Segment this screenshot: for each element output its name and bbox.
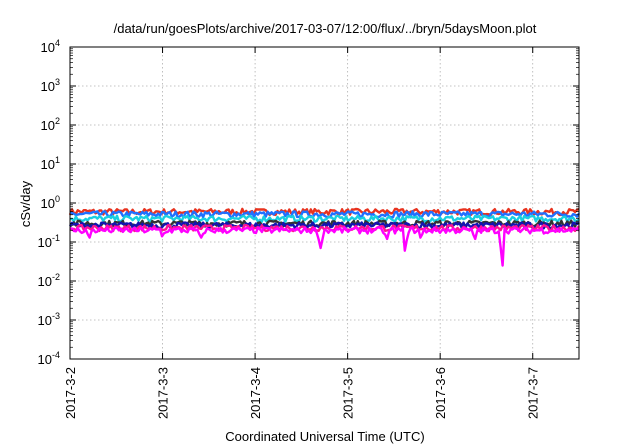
y-tick-base: 10 (38, 313, 52, 328)
x-tick-label: 2017-3-6 (433, 367, 448, 419)
chart-title: /data/run/goesPlots/archive/2017-03-07/1… (114, 21, 537, 36)
y-tick-label: 101 (41, 155, 60, 172)
series-lines (68, 207, 581, 267)
y-tick-exponent: 0 (55, 194, 60, 204)
y-tick-exponent: -2 (52, 272, 60, 282)
y-tick-exponent: 2 (55, 116, 60, 126)
series-line (69, 210, 581, 219)
y-tick-label: 103 (41, 77, 60, 94)
x-tick-label: 2017-3-2 (63, 367, 78, 419)
y-axis-label: cSv/day (18, 180, 33, 227)
y-tick-exponent: -1 (52, 233, 60, 243)
y-tick-base: 10 (41, 196, 55, 211)
y-tick-base: 10 (41, 40, 55, 55)
x-tick-label: 2017-3-7 (526, 367, 541, 419)
y-tick-exponent: -4 (52, 350, 60, 360)
y-tick-exponent: -3 (52, 311, 60, 321)
y-tick-label: 10-3 (38, 311, 60, 328)
y-tick-base: 10 (38, 274, 52, 289)
x-axis: 2017-3-2 2017-3-3 2017-3-4 2017-3-5 2017-3-6… (63, 47, 541, 419)
y-tick-label: 10-4 (38, 350, 60, 367)
y-tick-exponent: 1 (55, 155, 60, 165)
grid (69, 47, 579, 359)
y-tick-exponent: 4 (55, 38, 60, 48)
y-tick-base: 10 (41, 79, 55, 94)
y-tick-base: 10 (41, 157, 55, 172)
series-line (70, 226, 580, 267)
x-tick-label: 2017-3-3 (156, 367, 171, 419)
series-line (68, 207, 580, 217)
x-tick-label: 2017-3-5 (341, 367, 356, 419)
x-axis-label: Coordinated Universal Time (UTC) (225, 429, 424, 444)
y-tick-label: 10-2 (38, 272, 60, 289)
y-tick-label: 102 (41, 116, 60, 133)
y-tick-base: 10 (41, 118, 55, 133)
y-tick-label: 100 (41, 194, 60, 211)
y-tick-exponent: 3 (55, 77, 60, 87)
y-tick-label: 10-1 (38, 233, 60, 250)
y-tick-base: 10 (38, 235, 52, 250)
x-tick-label: 2017-3-4 (248, 367, 263, 419)
y-tick-base: 10 (38, 352, 52, 367)
y-tick-label: 104 (41, 38, 60, 55)
series-line (69, 214, 580, 224)
